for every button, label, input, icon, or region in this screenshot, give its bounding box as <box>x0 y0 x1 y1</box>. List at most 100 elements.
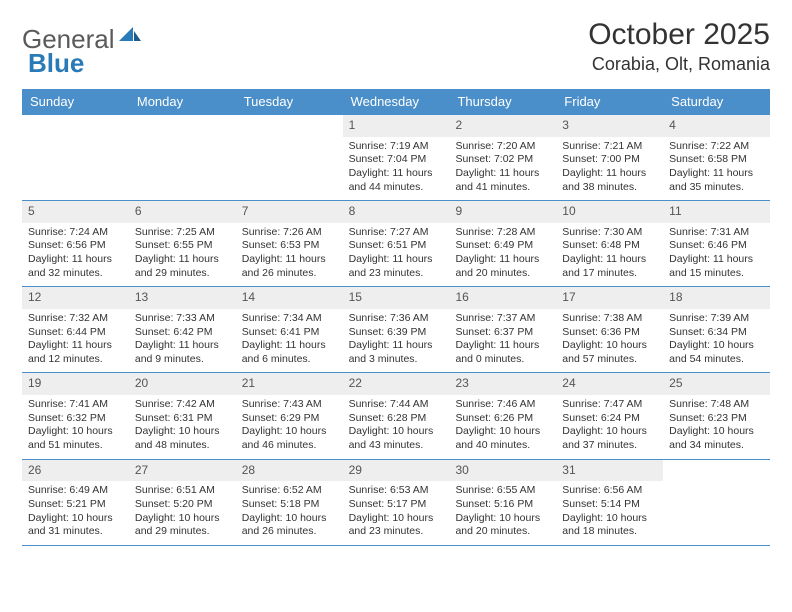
day-number: 13 <box>129 287 236 309</box>
day-number: 17 <box>556 287 663 309</box>
day-cell <box>129 115 236 200</box>
day-cell: 3Sunrise: 7:21 AMSunset: 7:00 PMDaylight… <box>556 115 663 200</box>
header: General October 2025 Corabia, Olt, Roman… <box>22 18 770 75</box>
day-cell: 24Sunrise: 7:47 AMSunset: 6:24 PMDayligh… <box>556 373 663 458</box>
day-details: Sunrise: 7:47 AMSunset: 6:24 PMDaylight:… <box>556 395 663 459</box>
day-cell: 1Sunrise: 7:19 AMSunset: 7:04 PMDaylight… <box>343 115 450 200</box>
day-number: 9 <box>449 201 556 223</box>
day-cell: 18Sunrise: 7:39 AMSunset: 6:34 PMDayligh… <box>663 287 770 372</box>
day-cell: 9Sunrise: 7:28 AMSunset: 6:49 PMDaylight… <box>449 201 556 286</box>
day-cell: 6Sunrise: 7:25 AMSunset: 6:55 PMDaylight… <box>129 201 236 286</box>
day-number: 2 <box>449 115 556 137</box>
day-cell: 8Sunrise: 7:27 AMSunset: 6:51 PMDaylight… <box>343 201 450 286</box>
day-number: 10 <box>556 201 663 223</box>
day-cell: 2Sunrise: 7:20 AMSunset: 7:02 PMDaylight… <box>449 115 556 200</box>
day-number: 29 <box>343 460 450 482</box>
day-details: Sunrise: 7:32 AMSunset: 6:44 PMDaylight:… <box>22 309 129 373</box>
day-cell: 14Sunrise: 7:34 AMSunset: 6:41 PMDayligh… <box>236 287 343 372</box>
day-details: Sunrise: 6:55 AMSunset: 5:16 PMDaylight:… <box>449 481 556 545</box>
day-cell: 29Sunrise: 6:53 AMSunset: 5:17 PMDayligh… <box>343 460 450 545</box>
day-details: Sunrise: 7:44 AMSunset: 6:28 PMDaylight:… <box>343 395 450 459</box>
day-cell <box>22 115 129 200</box>
logo-blue-wrap: Blue <box>28 48 84 79</box>
day-cell: 12Sunrise: 7:32 AMSunset: 6:44 PMDayligh… <box>22 287 129 372</box>
month-title: October 2025 <box>588 18 770 52</box>
day-cell: 28Sunrise: 6:52 AMSunset: 5:18 PMDayligh… <box>236 460 343 545</box>
day-details: Sunrise: 7:36 AMSunset: 6:39 PMDaylight:… <box>343 309 450 373</box>
weekday-header: Tuesday <box>236 89 343 114</box>
day-cell <box>236 115 343 200</box>
calendar: SundayMondayTuesdayWednesdayThursdayFrid… <box>22 89 770 546</box>
weekday-header: Friday <box>556 89 663 114</box>
day-cell <box>663 460 770 545</box>
day-number: 28 <box>236 460 343 482</box>
day-cell: 16Sunrise: 7:37 AMSunset: 6:37 PMDayligh… <box>449 287 556 372</box>
day-cell: 25Sunrise: 7:48 AMSunset: 6:23 PMDayligh… <box>663 373 770 458</box>
week-row: 19Sunrise: 7:41 AMSunset: 6:32 PMDayligh… <box>22 372 770 458</box>
day-details: Sunrise: 7:38 AMSunset: 6:36 PMDaylight:… <box>556 309 663 373</box>
day-number: 4 <box>663 115 770 137</box>
day-details: Sunrise: 7:34 AMSunset: 6:41 PMDaylight:… <box>236 309 343 373</box>
logo-sail-icon <box>119 25 141 48</box>
day-details: Sunrise: 7:21 AMSunset: 7:00 PMDaylight:… <box>556 137 663 201</box>
day-details: Sunrise: 7:31 AMSunset: 6:46 PMDaylight:… <box>663 223 770 287</box>
day-number: 24 <box>556 373 663 395</box>
day-number: 1 <box>343 115 450 137</box>
day-details: Sunrise: 7:43 AMSunset: 6:29 PMDaylight:… <box>236 395 343 459</box>
day-details: Sunrise: 6:49 AMSunset: 5:21 PMDaylight:… <box>22 481 129 545</box>
weekday-header: Sunday <box>22 89 129 114</box>
day-cell: 21Sunrise: 7:43 AMSunset: 6:29 PMDayligh… <box>236 373 343 458</box>
day-cell: 26Sunrise: 6:49 AMSunset: 5:21 PMDayligh… <box>22 460 129 545</box>
day-number: 11 <box>663 201 770 223</box>
day-cell: 22Sunrise: 7:44 AMSunset: 6:28 PMDayligh… <box>343 373 450 458</box>
location: Corabia, Olt, Romania <box>588 54 770 75</box>
day-number: 14 <box>236 287 343 309</box>
week-row: 12Sunrise: 7:32 AMSunset: 6:44 PMDayligh… <box>22 286 770 372</box>
day-cell: 11Sunrise: 7:31 AMSunset: 6:46 PMDayligh… <box>663 201 770 286</box>
day-details: Sunrise: 7:41 AMSunset: 6:32 PMDaylight:… <box>22 395 129 459</box>
weekday-header: Saturday <box>663 89 770 114</box>
day-number: 27 <box>129 460 236 482</box>
weekday-header: Wednesday <box>343 89 450 114</box>
day-number: 3 <box>556 115 663 137</box>
day-details: Sunrise: 7:28 AMSunset: 6:49 PMDaylight:… <box>449 223 556 287</box>
day-number: 20 <box>129 373 236 395</box>
day-number: 6 <box>129 201 236 223</box>
weekday-header: Thursday <box>449 89 556 114</box>
day-number: 31 <box>556 460 663 482</box>
day-cell: 20Sunrise: 7:42 AMSunset: 6:31 PMDayligh… <box>129 373 236 458</box>
day-details: Sunrise: 7:19 AMSunset: 7:04 PMDaylight:… <box>343 137 450 201</box>
day-details: Sunrise: 7:46 AMSunset: 6:26 PMDaylight:… <box>449 395 556 459</box>
day-details: Sunrise: 6:51 AMSunset: 5:20 PMDaylight:… <box>129 481 236 545</box>
day-number: 26 <box>22 460 129 482</box>
day-details: Sunrise: 7:39 AMSunset: 6:34 PMDaylight:… <box>663 309 770 373</box>
day-number: 18 <box>663 287 770 309</box>
day-details: Sunrise: 7:26 AMSunset: 6:53 PMDaylight:… <box>236 223 343 287</box>
day-cell: 19Sunrise: 7:41 AMSunset: 6:32 PMDayligh… <box>22 373 129 458</box>
day-details: Sunrise: 7:20 AMSunset: 7:02 PMDaylight:… <box>449 137 556 201</box>
day-details: Sunrise: 7:24 AMSunset: 6:56 PMDaylight:… <box>22 223 129 287</box>
day-number: 15 <box>343 287 450 309</box>
day-number: 30 <box>449 460 556 482</box>
day-details: Sunrise: 7:27 AMSunset: 6:51 PMDaylight:… <box>343 223 450 287</box>
week-row: 26Sunrise: 6:49 AMSunset: 5:21 PMDayligh… <box>22 459 770 546</box>
day-details: Sunrise: 7:30 AMSunset: 6:48 PMDaylight:… <box>556 223 663 287</box>
day-number: 22 <box>343 373 450 395</box>
day-number: 8 <box>343 201 450 223</box>
day-number: 16 <box>449 287 556 309</box>
day-details: Sunrise: 6:56 AMSunset: 5:14 PMDaylight:… <box>556 481 663 545</box>
day-details: Sunrise: 6:52 AMSunset: 5:18 PMDaylight:… <box>236 481 343 545</box>
weekday-header-row: SundayMondayTuesdayWednesdayThursdayFrid… <box>22 89 770 114</box>
day-cell: 4Sunrise: 7:22 AMSunset: 6:58 PMDaylight… <box>663 115 770 200</box>
day-details: Sunrise: 7:22 AMSunset: 6:58 PMDaylight:… <box>663 137 770 201</box>
day-cell: 23Sunrise: 7:46 AMSunset: 6:26 PMDayligh… <box>449 373 556 458</box>
title-block: October 2025 Corabia, Olt, Romania <box>588 18 770 75</box>
day-details: Sunrise: 7:25 AMSunset: 6:55 PMDaylight:… <box>129 223 236 287</box>
day-cell: 5Sunrise: 7:24 AMSunset: 6:56 PMDaylight… <box>22 201 129 286</box>
weekday-header: Monday <box>129 89 236 114</box>
day-cell: 15Sunrise: 7:36 AMSunset: 6:39 PMDayligh… <box>343 287 450 372</box>
day-number: 21 <box>236 373 343 395</box>
week-row: 5Sunrise: 7:24 AMSunset: 6:56 PMDaylight… <box>22 200 770 286</box>
day-details: Sunrise: 6:53 AMSunset: 5:17 PMDaylight:… <box>343 481 450 545</box>
day-cell: 17Sunrise: 7:38 AMSunset: 6:36 PMDayligh… <box>556 287 663 372</box>
